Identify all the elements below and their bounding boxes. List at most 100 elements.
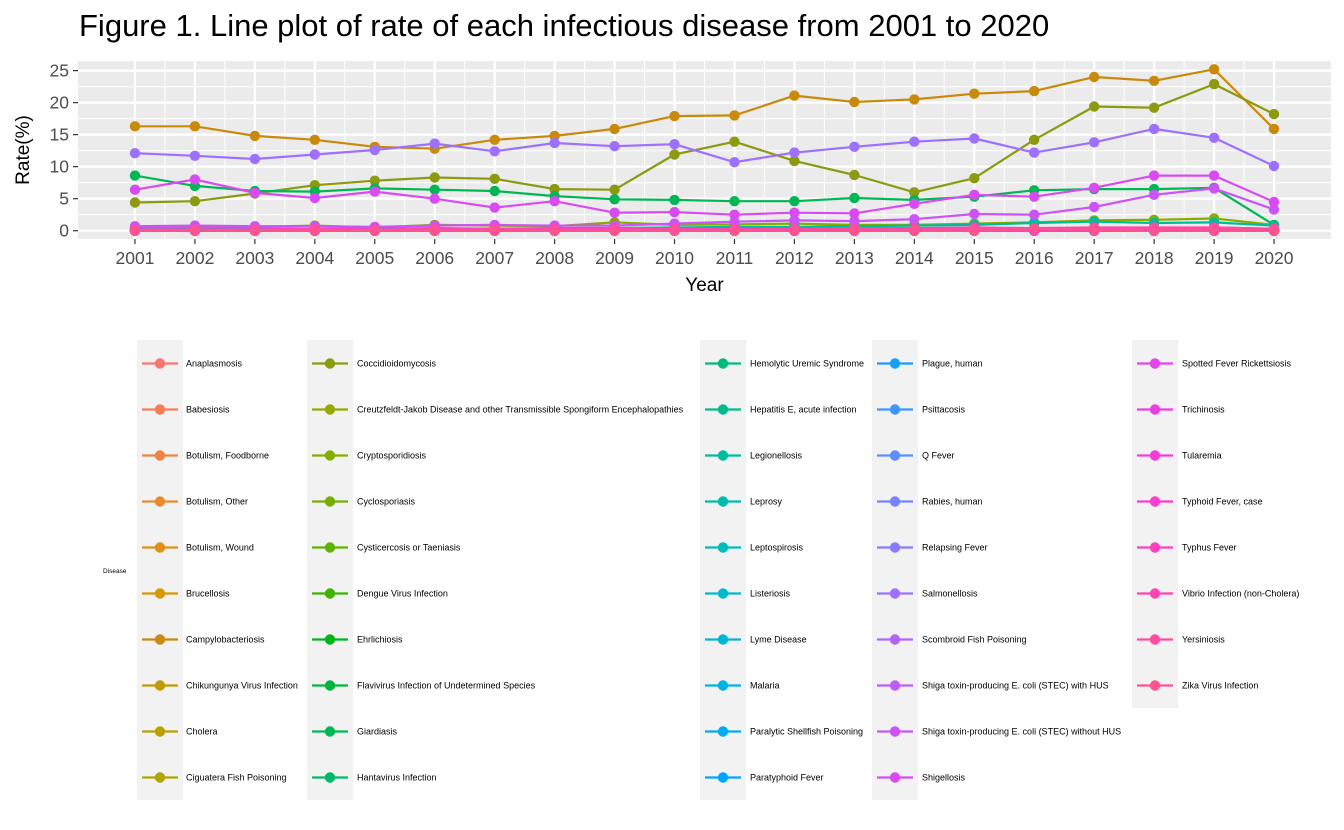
legend-key-point <box>324 496 336 507</box>
legend-key-background <box>1132 340 1178 708</box>
legend-key-point <box>1149 588 1161 599</box>
data-point <box>669 139 680 150</box>
legend-key-point <box>154 634 166 645</box>
data-point <box>489 146 500 157</box>
data-point <box>609 184 620 195</box>
data-point <box>729 110 740 121</box>
legend-entry-label: Psittacosis <box>922 405 966 415</box>
legend-entry-label: Ehrlichiosis <box>357 635 403 645</box>
x-tick-label: 2007 <box>475 248 514 268</box>
legend-key-point <box>717 542 729 553</box>
data-point <box>1089 71 1100 83</box>
x-tick-label: 2012 <box>775 248 814 268</box>
legend-entry-label: Botulism, Other <box>186 497 248 507</box>
legend-entry-label: Leprosy <box>750 497 783 507</box>
legend-entry-label: Brucellosis <box>186 589 230 599</box>
legend-key-point <box>889 680 901 691</box>
data-point <box>609 225 620 236</box>
legend-entry-label: Relapsing Fever <box>922 543 988 553</box>
x-tick-label: 2003 <box>235 248 274 268</box>
data-point <box>1268 160 1280 172</box>
x-tick-label: 2004 <box>295 248 334 268</box>
legend-entry-label: Trichinosis <box>1182 405 1225 415</box>
data-point <box>969 208 980 220</box>
x-tick-label: 2009 <box>595 248 634 268</box>
legend-key-point <box>889 542 901 553</box>
data-point <box>189 174 201 185</box>
legend-key-point <box>154 358 166 369</box>
data-point <box>849 192 860 204</box>
data-point <box>1148 189 1160 200</box>
data-point <box>1029 191 1040 202</box>
data-point <box>1208 78 1220 90</box>
data-point <box>1029 147 1040 158</box>
x-tick-label: 2014 <box>895 248 934 268</box>
series-line <box>134 174 1275 216</box>
legend-entry-label: Spotted Fever Rickettsiosis <box>1182 359 1292 369</box>
legend-key-background <box>307 340 353 800</box>
data-point <box>129 197 141 208</box>
data-point <box>1089 137 1100 148</box>
data-point <box>729 157 740 168</box>
data-point <box>729 225 740 236</box>
x-tick-label: 2010 <box>655 248 694 268</box>
legend-key-point <box>889 404 901 415</box>
legend-entry-label: Malaria <box>750 681 780 691</box>
x-tick-label: 2006 <box>415 248 454 268</box>
legend-key-point <box>154 588 166 599</box>
data-point <box>309 134 320 145</box>
data-point <box>369 175 380 186</box>
legend-entry-label: Q Fever <box>922 451 955 461</box>
x-tick-label: 2008 <box>535 248 574 268</box>
x-tick-label: 2005 <box>355 248 394 268</box>
data-point <box>549 225 560 236</box>
legend-entry-label: Yersiniosis <box>1182 635 1225 645</box>
data-point <box>369 225 380 236</box>
legend-key-point <box>1149 358 1161 369</box>
legend-key-point <box>324 634 336 645</box>
data-point <box>189 225 201 236</box>
data-point <box>909 136 920 147</box>
legend-key-point <box>154 542 166 553</box>
data-point <box>789 215 800 226</box>
legend-entry-label: Giardiasis <box>357 727 398 737</box>
data-point <box>489 202 500 213</box>
data-point <box>1089 182 1100 193</box>
legend-key-point <box>717 680 729 691</box>
y-tick-label: 0 <box>59 221 69 241</box>
data-point <box>909 225 920 236</box>
data-point <box>789 90 800 101</box>
legend-key-point <box>324 772 336 783</box>
legend-entry-label: Cyclosporiasis <box>357 497 416 507</box>
legend-key-point <box>324 726 336 737</box>
legend-entry-label: Campylobacteriosis <box>186 635 265 645</box>
data-point <box>609 141 620 152</box>
legend-key-point <box>324 404 336 415</box>
series-lines <box>134 68 1275 232</box>
data-point <box>849 141 860 152</box>
legend-key-point <box>889 726 901 737</box>
data-point <box>789 155 800 167</box>
legend-entry-label: Dengue Virus Infection <box>357 589 448 599</box>
legend-entry-label: Flavivirus Infection of Undetermined Spe… <box>357 681 536 691</box>
data-point <box>849 208 860 219</box>
x-tick-label: 2017 <box>1075 248 1114 268</box>
data-point <box>1089 201 1100 213</box>
data-point <box>729 209 740 220</box>
data-point <box>429 172 440 183</box>
legend-key-point <box>1149 450 1161 461</box>
data-point <box>609 207 620 218</box>
legend-entry-label: Leptospirosis <box>750 543 804 553</box>
legend-entry-label: Ciguatera Fish Poisoning <box>186 773 287 783</box>
legend-key-point <box>717 450 729 461</box>
y-tick-label: 25 <box>50 61 69 81</box>
legend-entry-label: Rabies, human <box>922 497 983 507</box>
data-point <box>369 144 380 156</box>
data-point <box>789 147 800 158</box>
legend-entry-label: Scombroid Fish Poisoning <box>922 635 1027 645</box>
legend-key-point <box>324 680 336 691</box>
series-line <box>135 68 1275 150</box>
data-point <box>909 94 920 105</box>
legend-key-point <box>717 404 729 415</box>
legend-key-point <box>324 450 336 461</box>
